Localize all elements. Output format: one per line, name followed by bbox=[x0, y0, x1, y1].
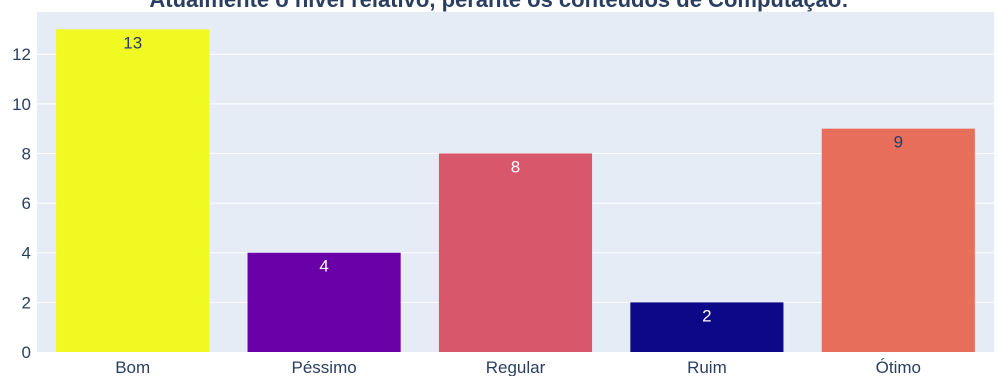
x-tick-label-1: Péssimo bbox=[292, 358, 357, 376]
bar-1 bbox=[247, 252, 401, 352]
bar-2 bbox=[438, 153, 593, 352]
y-tick-label-2: 2 bbox=[22, 293, 31, 312]
x-tick-label-2: Regular bbox=[486, 358, 546, 376]
x-tick-label-0: Bom bbox=[115, 358, 150, 376]
y-tick-label-12: 12 bbox=[12, 45, 31, 64]
y-tick-label-4: 4 bbox=[22, 244, 31, 263]
data-label-0: 13 bbox=[123, 33, 142, 52]
bar-3 bbox=[630, 302, 784, 352]
y-tick-label-8: 8 bbox=[22, 144, 31, 163]
chart-title: Atualmente o nível relativo, perante os … bbox=[0, 0, 998, 13]
data-label-1: 4 bbox=[319, 257, 328, 276]
data-label-3: 2 bbox=[702, 306, 711, 325]
x-tick-label-3: Ruim bbox=[687, 358, 727, 376]
data-label-4: 9 bbox=[894, 133, 903, 152]
y-tick-label-0: 0 bbox=[22, 343, 31, 362]
y-tick-label-6: 6 bbox=[22, 194, 31, 213]
data-label-2: 8 bbox=[511, 157, 520, 176]
y-tick-label-10: 10 bbox=[12, 95, 31, 114]
x-tick-label-4: Ótimo bbox=[876, 358, 921, 376]
bar-4 bbox=[821, 128, 975, 352]
bar-0 bbox=[56, 29, 210, 353]
